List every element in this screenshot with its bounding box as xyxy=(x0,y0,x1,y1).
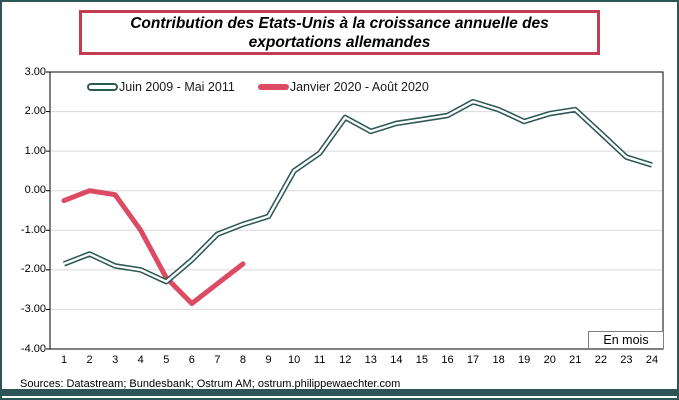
x-tick-label: 20 xyxy=(543,354,556,366)
x-tick-label: 4 xyxy=(137,354,144,366)
legend-marker-outlined-line-icon xyxy=(87,83,118,91)
x-tick-label: 8 xyxy=(239,354,247,366)
x-tick-label: 17 xyxy=(466,354,480,366)
x-tick-label: 1 xyxy=(60,354,68,366)
y-tick-label: 2.00 xyxy=(24,105,46,118)
x-tick-label: 5 xyxy=(163,354,170,366)
x-tick-label: 13 xyxy=(364,354,377,366)
y-tick-label: -1.00 xyxy=(20,223,46,236)
legend: Juin 2009 - Mai 2011 Janvier 2020 - Août… xyxy=(87,80,429,94)
x-axis-title: En mois xyxy=(603,333,649,347)
y-tick-label: 3.00 xyxy=(24,65,46,78)
x-tick-label: 18 xyxy=(492,354,505,366)
series-line-juin-2009-mai-2011-core xyxy=(63,100,653,283)
legend-item-juin-2009-mai-2011: Juin 2009 - Mai 2011 xyxy=(87,80,235,94)
series-line-janvier-2020-aout-2020 xyxy=(61,188,246,306)
x-tick-label: 6 xyxy=(188,354,195,366)
x-tick-label: 11 xyxy=(313,354,326,366)
sources-text: Sources: Datastream; Bundesbank; Ostrum … xyxy=(20,378,401,390)
y-tick-label: 1.00 xyxy=(24,144,46,157)
legend-marker-solid-line-icon xyxy=(257,84,289,90)
x-tick-label: 16 xyxy=(441,354,454,366)
footer-accent-bar xyxy=(2,389,677,396)
chart-title-box: Contribution des Etats-Unis à la croissa… xyxy=(79,10,600,55)
y-tick-label: -2.00 xyxy=(20,263,46,276)
x-tick-label: 3 xyxy=(112,354,119,366)
x-tick-label: 12 xyxy=(339,354,352,366)
x-tick-label: 22 xyxy=(594,354,607,366)
legend-label: Juin 2009 - Mai 2011 xyxy=(119,80,235,94)
x-axis-title-box: En mois xyxy=(588,331,663,349)
chart-title: Contribution des Etats-Unis à la croissa… xyxy=(130,14,549,51)
x-tick-label: 24 xyxy=(645,354,659,366)
x-tick-label: 19 xyxy=(518,354,531,366)
legend-label: Janvier 2020 - Août 2020 xyxy=(289,80,429,94)
x-tick-label: 23 xyxy=(620,354,633,366)
x-tick-label: 2 xyxy=(86,354,93,366)
y-tick-label: -3.00 xyxy=(20,302,46,315)
y-tick-label: -4.00 xyxy=(20,342,46,355)
x-tick-label: 14 xyxy=(390,354,403,366)
y-tick-label: 0.00 xyxy=(24,184,46,197)
x-tick-label: 7 xyxy=(214,354,221,366)
x-tick-label: 21 xyxy=(569,354,582,366)
legend-item-janvier-2020-aout-2020: Janvier 2020 - Août 2020 xyxy=(257,80,429,94)
x-tick-label: 10 xyxy=(287,354,301,366)
plot-border xyxy=(49,71,664,350)
x-tick-label: 9 xyxy=(265,354,272,366)
x-tick-label: 15 xyxy=(415,354,429,366)
